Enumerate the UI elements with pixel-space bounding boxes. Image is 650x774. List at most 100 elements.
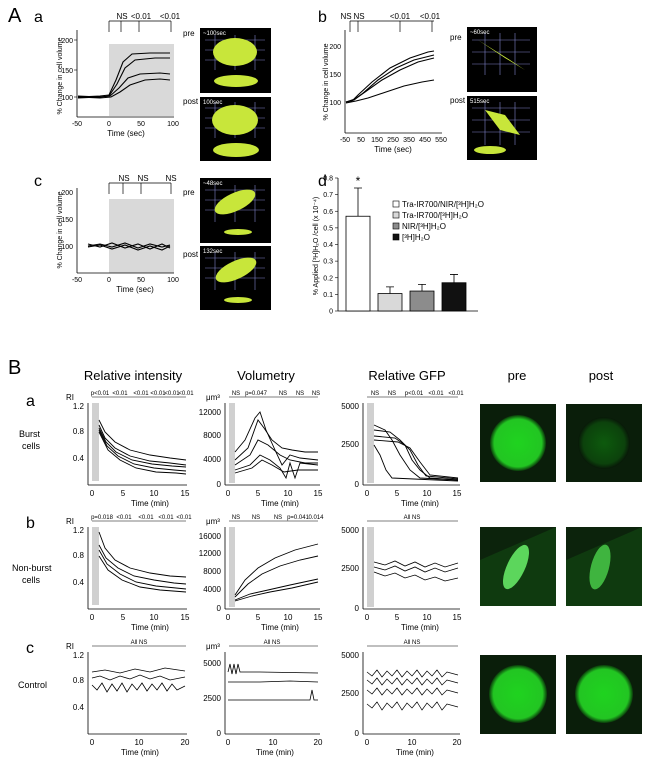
- x-tick: 15: [314, 613, 323, 622]
- y-tick: 150: [329, 72, 341, 79]
- sig-label: <0.01: [133, 391, 149, 397]
- time-stamp: 515sec: [470, 99, 489, 105]
- unit-label: RI: [66, 517, 74, 526]
- sig-label: <0.01: [112, 391, 128, 397]
- sig-label: <0.01: [428, 391, 444, 397]
- confocal-image-pre: ~48sec: [200, 178, 271, 243]
- sig-label: <0.01: [176, 515, 192, 521]
- row-label-cells: cells: [22, 575, 41, 585]
- time-stamp: ~60sec: [470, 30, 490, 36]
- bb-relative-intensity-plot: RI 1.2 0.8 0.4 0 5 10 15 Time (min) p=0.…: [66, 515, 192, 632]
- bar: [377, 293, 403, 312]
- post-label: post: [183, 250, 199, 259]
- x-tick: 0: [107, 277, 111, 284]
- x-tick: 0: [365, 613, 370, 622]
- x-tick: 15: [453, 489, 462, 498]
- ba-relative-intensity-plot: RI 1.2 0.8 0.4 0 5 10 15 Time (min) p<0.…: [66, 391, 194, 508]
- x-tick: 550: [435, 137, 447, 144]
- y-tick: 5000: [203, 659, 221, 668]
- x-tick: 0: [226, 613, 231, 622]
- x-tick: 10: [284, 613, 293, 622]
- panel-letter: c: [34, 173, 42, 190]
- x-axis-label: Time (min): [401, 623, 439, 632]
- sig-label: <0.01: [390, 12, 411, 21]
- x-axis-label: Time (min): [261, 623, 299, 632]
- y-tick-label: 0.1: [323, 292, 333, 299]
- y-tick: 5000: [341, 526, 359, 535]
- pre-label: pre: [183, 29, 195, 38]
- sig-label: p<0.01: [91, 391, 110, 397]
- header-post: post: [589, 368, 614, 383]
- treatment-shading: [109, 44, 174, 116]
- x-tick: 450: [419, 137, 431, 144]
- y-tick: 200: [61, 190, 73, 197]
- x-tick: 10: [135, 738, 144, 747]
- y-tick-label: 0.3: [323, 259, 333, 266]
- x-tick: 10: [423, 489, 432, 498]
- ba-volumetry-plot: μm³ 12000 8000 4000 0 0 5 10 15 Time (mi…: [199, 391, 323, 508]
- sig-label: <0.01: [420, 12, 441, 21]
- y-tick: 2500: [341, 689, 359, 698]
- x-tick: 15: [181, 489, 190, 498]
- sig-label: NS: [312, 391, 320, 397]
- y-tick: 8000: [203, 431, 221, 440]
- error-bar: [418, 284, 426, 292]
- x-tick: 250: [387, 137, 399, 144]
- sig-label: All NS: [404, 640, 421, 646]
- legend-label: [³H]H₂O: [402, 233, 430, 242]
- y-tick: 0: [217, 729, 222, 738]
- x-tick: 100: [167, 277, 179, 284]
- pre-label: pre: [450, 33, 462, 42]
- y-tick: 0.4: [73, 578, 85, 587]
- x-tick: 10: [150, 489, 159, 498]
- x-tick: 5: [256, 613, 261, 622]
- y-tick: 0: [355, 480, 360, 489]
- y-tick: 1.2: [73, 526, 85, 535]
- sig-label: <0.01: [131, 12, 152, 21]
- sig-label: <0.01: [158, 515, 174, 521]
- x-tick: 5: [121, 613, 126, 622]
- x-tick: 50: [137, 121, 145, 128]
- x-tick: 15: [453, 613, 462, 622]
- sig-label: <0.01: [160, 12, 181, 21]
- sig-label: NS: [371, 391, 379, 397]
- sig-label: NS: [279, 391, 287, 397]
- y-tick: 4000: [203, 585, 221, 594]
- bar: [441, 282, 467, 312]
- x-tick: 50: [357, 137, 365, 144]
- sig-label: p<0.01: [405, 391, 424, 397]
- y-tick: 12000: [199, 408, 222, 417]
- sig-label: p=0.041: [287, 515, 310, 521]
- x-tick: -50: [340, 137, 350, 144]
- sig-label: NS: [340, 12, 351, 21]
- section-a-label: A: [8, 5, 22, 27]
- confocal-image-post: 132sec: [200, 246, 271, 310]
- x-axis-label: Time (min): [121, 748, 159, 757]
- y-tick: 16000: [199, 532, 222, 541]
- y-tick: 100: [61, 95, 73, 102]
- x-tick: 100: [167, 121, 179, 128]
- y-tick: 0.8: [73, 427, 85, 436]
- y-tick: 200: [329, 44, 341, 51]
- y-tick-label: 0.8: [323, 176, 333, 183]
- bc-relative-gfp-plot: 5000 2500 0 0 10 20 Time (min) All NS: [341, 640, 462, 757]
- header-volumetry: Volumetry: [237, 368, 295, 383]
- unit-label: RI: [66, 642, 74, 651]
- legend-label: Tra-IR700/NIR/[³H]H₂O: [402, 200, 484, 209]
- header-relative-intensity: Relative intensity: [84, 368, 183, 383]
- x-tick: 10: [423, 613, 432, 622]
- x-axis-label: Time (sec): [374, 145, 412, 154]
- time-stamp: 100sec: [203, 100, 222, 106]
- y-tick: 0.8: [73, 551, 85, 560]
- x-tick: 20: [181, 738, 190, 747]
- error-bar: [354, 187, 362, 217]
- y-tick: 2500: [341, 564, 359, 573]
- x-axis-label: Time (min): [256, 748, 294, 757]
- sig-label: <0.01: [116, 515, 132, 521]
- row-letter: c: [26, 640, 34, 657]
- x-tick: 150: [371, 137, 383, 144]
- y-tick: 150: [61, 217, 73, 224]
- sig-label: <0.01: [150, 391, 166, 397]
- x-axis-label: Time (min): [261, 499, 299, 508]
- x-tick: 10: [269, 738, 278, 747]
